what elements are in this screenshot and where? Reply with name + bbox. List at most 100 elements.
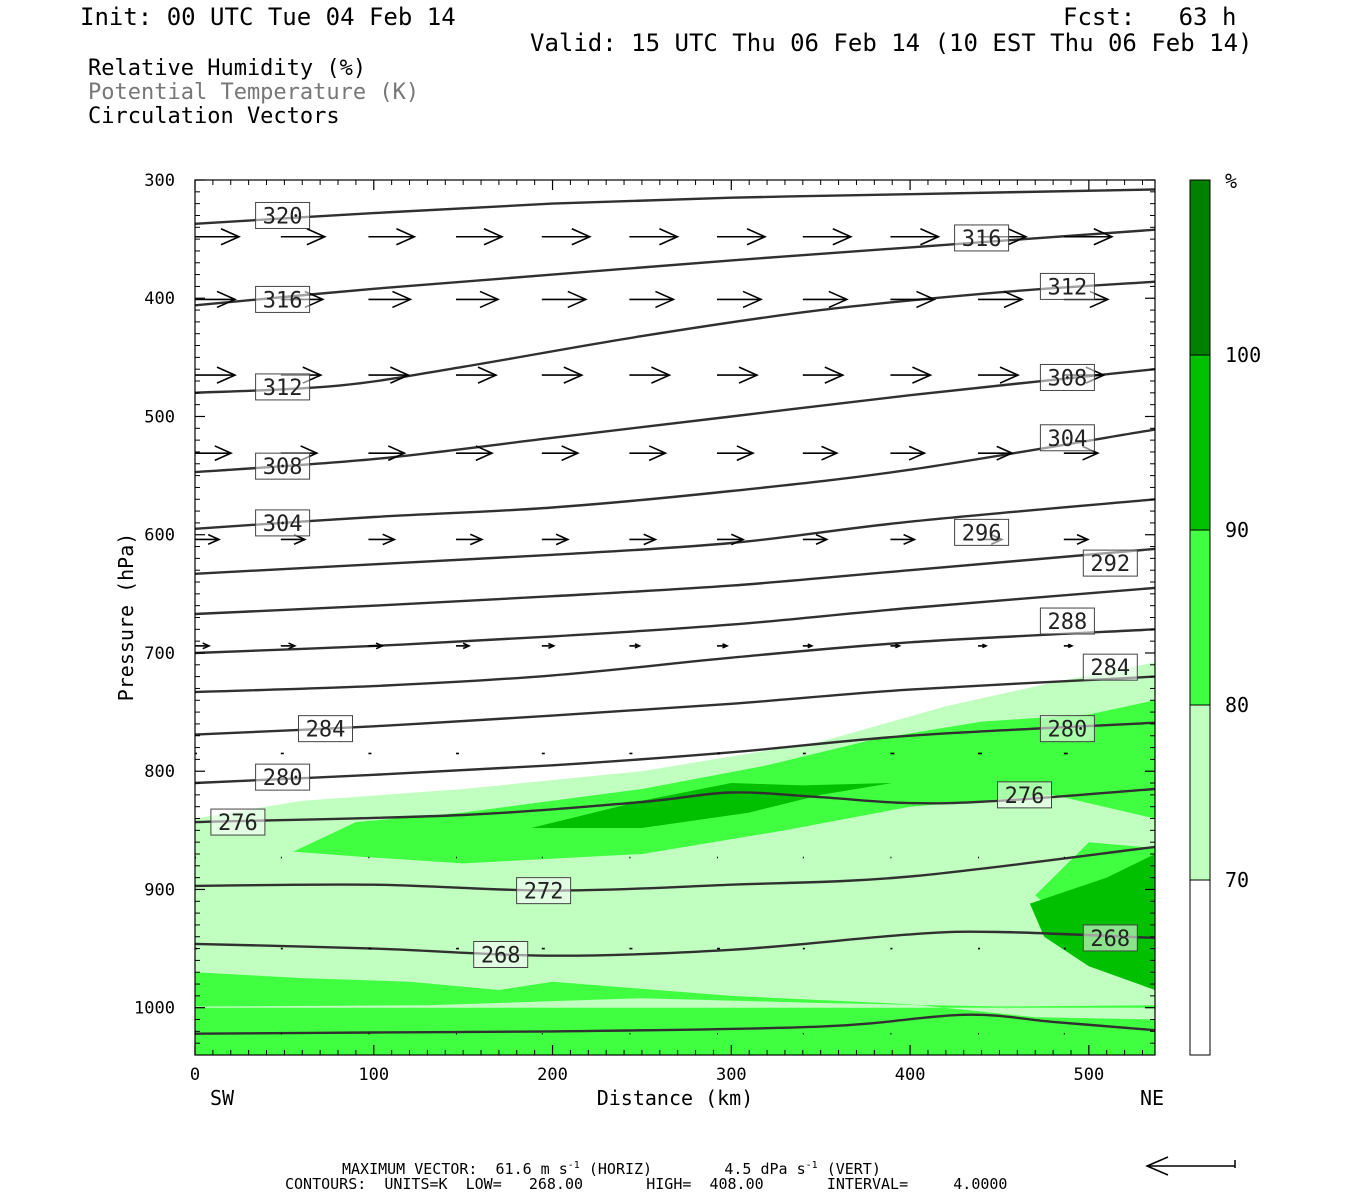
theta-contour-296: [195, 547, 1155, 616]
circulation-vector: [195, 366, 237, 384]
contour-label-288: 288: [1039, 607, 1095, 635]
circulation-vector: [717, 366, 759, 384]
svg-text:304: 304: [1048, 427, 1088, 452]
x-tick-label: 300: [716, 1065, 747, 1085]
reference-vector: [1145, 1156, 1236, 1176]
theta-contour-308: [195, 368, 1155, 474]
circulation-vector: [541, 366, 584, 384]
legend-relative-humidity: Relative Humidity (%): [88, 56, 367, 81]
x-tick-label: 100: [358, 1065, 389, 1085]
circulation-vector: [456, 228, 504, 246]
theta-contour-288: [195, 628, 1155, 694]
circulation-vector: [802, 533, 829, 545]
circulation-vector: [890, 445, 927, 461]
circulation-vector: [978, 643, 988, 649]
circulation-vector: [1063, 228, 1114, 246]
circulation-vector: [1063, 533, 1090, 545]
theta-contour-300: [195, 498, 1155, 575]
contour-label-276: 276: [996, 781, 1052, 809]
init-time: Init: 00 UTC Tue 04 Feb 14: [80, 3, 456, 31]
svg-text:288: 288: [1048, 610, 1088, 635]
circulation-vector: [629, 643, 642, 649]
theta-contour-312: [195, 280, 1155, 394]
contour-label-308: 308: [255, 452, 311, 480]
svg-text:296: 296: [962, 521, 1002, 546]
y-tick-label: 600: [144, 526, 175, 546]
circulation-vector: [717, 290, 763, 309]
legend-circulation-vectors: Circulation Vectors: [88, 104, 340, 129]
colorbar-frame: [1189, 179, 1211, 1056]
theta-contour-layer: [195, 188, 1155, 1035]
max-vector-label: MAXIMUM VECTOR:: [342, 1160, 478, 1178]
svg-text:284: 284: [1090, 656, 1130, 681]
legend-potential-temperature: Potential Temperature (K): [88, 80, 420, 105]
theta-contour-292: [195, 586, 1155, 655]
contour-label-284: 284: [1082, 653, 1138, 681]
colorbar-label: 100: [1225, 343, 1261, 367]
colorbar-band-80: [1190, 530, 1210, 705]
svg-text:308: 308: [263, 455, 303, 480]
circulation-vector: [195, 642, 211, 650]
circulation-vector: [1063, 643, 1074, 649]
x-tick-label: 400: [895, 1065, 926, 1085]
circulation-vector: [717, 228, 767, 246]
colorbar: 70 80 90 100: [1189, 179, 1261, 1056]
colorbar-band-100: [1190, 180, 1210, 355]
vert-tag: (VERT): [826, 1160, 881, 1178]
circulation-vector: [978, 290, 1024, 309]
svg-text:268: 268: [1090, 927, 1130, 952]
svg-text:276: 276: [1005, 784, 1045, 809]
contour-label-292: 292: [1082, 549, 1138, 577]
circulation-vector: [456, 366, 498, 384]
y-tick-label: 300: [144, 171, 175, 191]
circulation-vector: [802, 290, 849, 309]
circulation-vector: [890, 533, 917, 545]
circulation-vector: [456, 533, 484, 546]
circulation-vector: [802, 228, 853, 246]
svg-text:320: 320: [263, 204, 303, 229]
max-vert-value: 4.5 dPa s: [724, 1160, 806, 1178]
forecast-hour: Fcst: 63 h: [1063, 3, 1237, 31]
svg-text:268: 268: [481, 943, 521, 968]
svg-text:316: 316: [962, 227, 1002, 252]
y-tick-label: 400: [144, 289, 175, 309]
contour-label-280: 280: [1039, 715, 1095, 743]
horiz-tag: (HORIZ): [588, 1160, 653, 1178]
contour-label-280: 280: [255, 763, 311, 791]
contour-label-276: 276: [210, 808, 266, 836]
y-axis-title: Pressure (hPa): [114, 533, 138, 702]
x-tick-label: 500: [1073, 1065, 1104, 1085]
svg-text:316: 316: [263, 288, 303, 313]
circulation-vector: [456, 642, 471, 650]
circulation-vector: [717, 445, 755, 462]
circulation-vector: [195, 445, 233, 462]
circulation-vector: [978, 445, 1014, 461]
circulation-vector: [368, 445, 407, 462]
colorbar-band-70: [1190, 705, 1210, 880]
circulation-vector: [802, 445, 839, 461]
theta-contour-304: [195, 428, 1155, 530]
theta-contour-284: [195, 675, 1155, 736]
x-tick-label: 0: [190, 1065, 200, 1085]
theta-contour-272: [195, 845, 1155, 892]
colorbar-band-90: [1190, 355, 1210, 530]
circulation-vector: [456, 290, 500, 309]
contour-label-296: 296: [954, 518, 1010, 546]
circulation-vector: [368, 533, 397, 546]
circulation-vector: [195, 533, 221, 545]
y-tick-label: 1000: [134, 999, 175, 1019]
valid-time: Valid: 15 UTC Thu 06 Feb 14 (10 EST Thu …: [530, 29, 1253, 57]
svg-text:284: 284: [306, 718, 346, 743]
circulation-vector: [541, 290, 588, 309]
circulation-vector: [629, 290, 676, 309]
svg-text:312: 312: [263, 376, 303, 401]
x-axis-title: Distance (km): [597, 1086, 754, 1110]
circulation-vector: [280, 642, 297, 650]
rh-region-90-3: [1029, 854, 1155, 990]
circulation-vector: [890, 290, 937, 309]
contours-info-line: CONTOURS: UNITS=K LOW= 268.00 HIGH= 408.…: [285, 1175, 1008, 1193]
y-tick-label: 700: [144, 644, 175, 664]
contour-label-312: 312: [255, 373, 311, 401]
circulation-vector: [802, 643, 814, 649]
